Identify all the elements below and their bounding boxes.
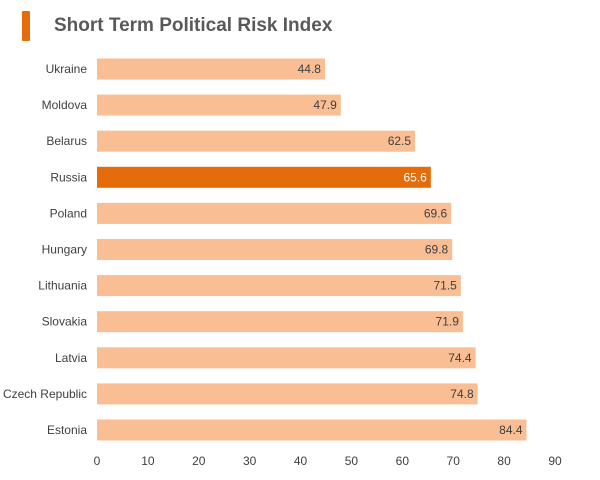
category-label: Ukraine [46, 62, 88, 76]
bar [97, 58, 325, 80]
bar [97, 94, 341, 116]
data-label: 44.8 [298, 62, 322, 76]
data-label: 69.8 [425, 243, 449, 257]
x-tick-label: 50 [345, 454, 359, 468]
data-label: 47.9 [313, 98, 337, 112]
category-label: Lithuania [38, 279, 87, 293]
bar [97, 130, 416, 152]
data-label: 69.6 [424, 206, 448, 220]
data-label: 74.8 [450, 387, 474, 401]
category-label: Hungary [42, 243, 87, 257]
data-label: 71.9 [436, 315, 460, 329]
x-tick-label: 20 [192, 454, 206, 468]
bar [97, 311, 463, 333]
bar [97, 239, 453, 260]
chart-title: Short Term Political Risk Index [54, 15, 333, 36]
chart-title-area: Short Term Political Risk Index [22, 10, 332, 42]
data-label: 62.5 [388, 134, 412, 148]
category-label: Belarus [46, 134, 87, 148]
data-label: 65.6 [403, 170, 427, 184]
category-label: Russia [50, 170, 87, 184]
category-label: Slovakia [42, 315, 88, 329]
category-label: Poland [50, 206, 87, 220]
bar [97, 383, 478, 405]
category-label: Latvia [55, 351, 87, 365]
x-tick-label: 0 [94, 454, 101, 468]
category-label: Czech Republic [3, 387, 87, 401]
x-tick-label: 90 [548, 454, 562, 468]
title-marker [22, 11, 30, 41]
data-label: 74.4 [448, 351, 472, 365]
category-label: Moldova [42, 98, 88, 112]
x-tick-label: 10 [141, 454, 155, 468]
data-label: 84.4 [499, 423, 523, 437]
x-tick-label: 40 [294, 454, 308, 468]
x-tick-label: 30 [243, 454, 257, 468]
x-tick-label: 80 [497, 454, 511, 468]
bar [97, 202, 452, 224]
bar [97, 166, 431, 188]
data-label: 71.5 [433, 279, 457, 293]
bar [97, 275, 461, 297]
x-tick-label: 70 [447, 454, 461, 468]
bar [97, 419, 527, 441]
bar [97, 347, 476, 369]
x-tick-label: 60 [396, 454, 410, 468]
category-label: Estonia [47, 423, 87, 437]
